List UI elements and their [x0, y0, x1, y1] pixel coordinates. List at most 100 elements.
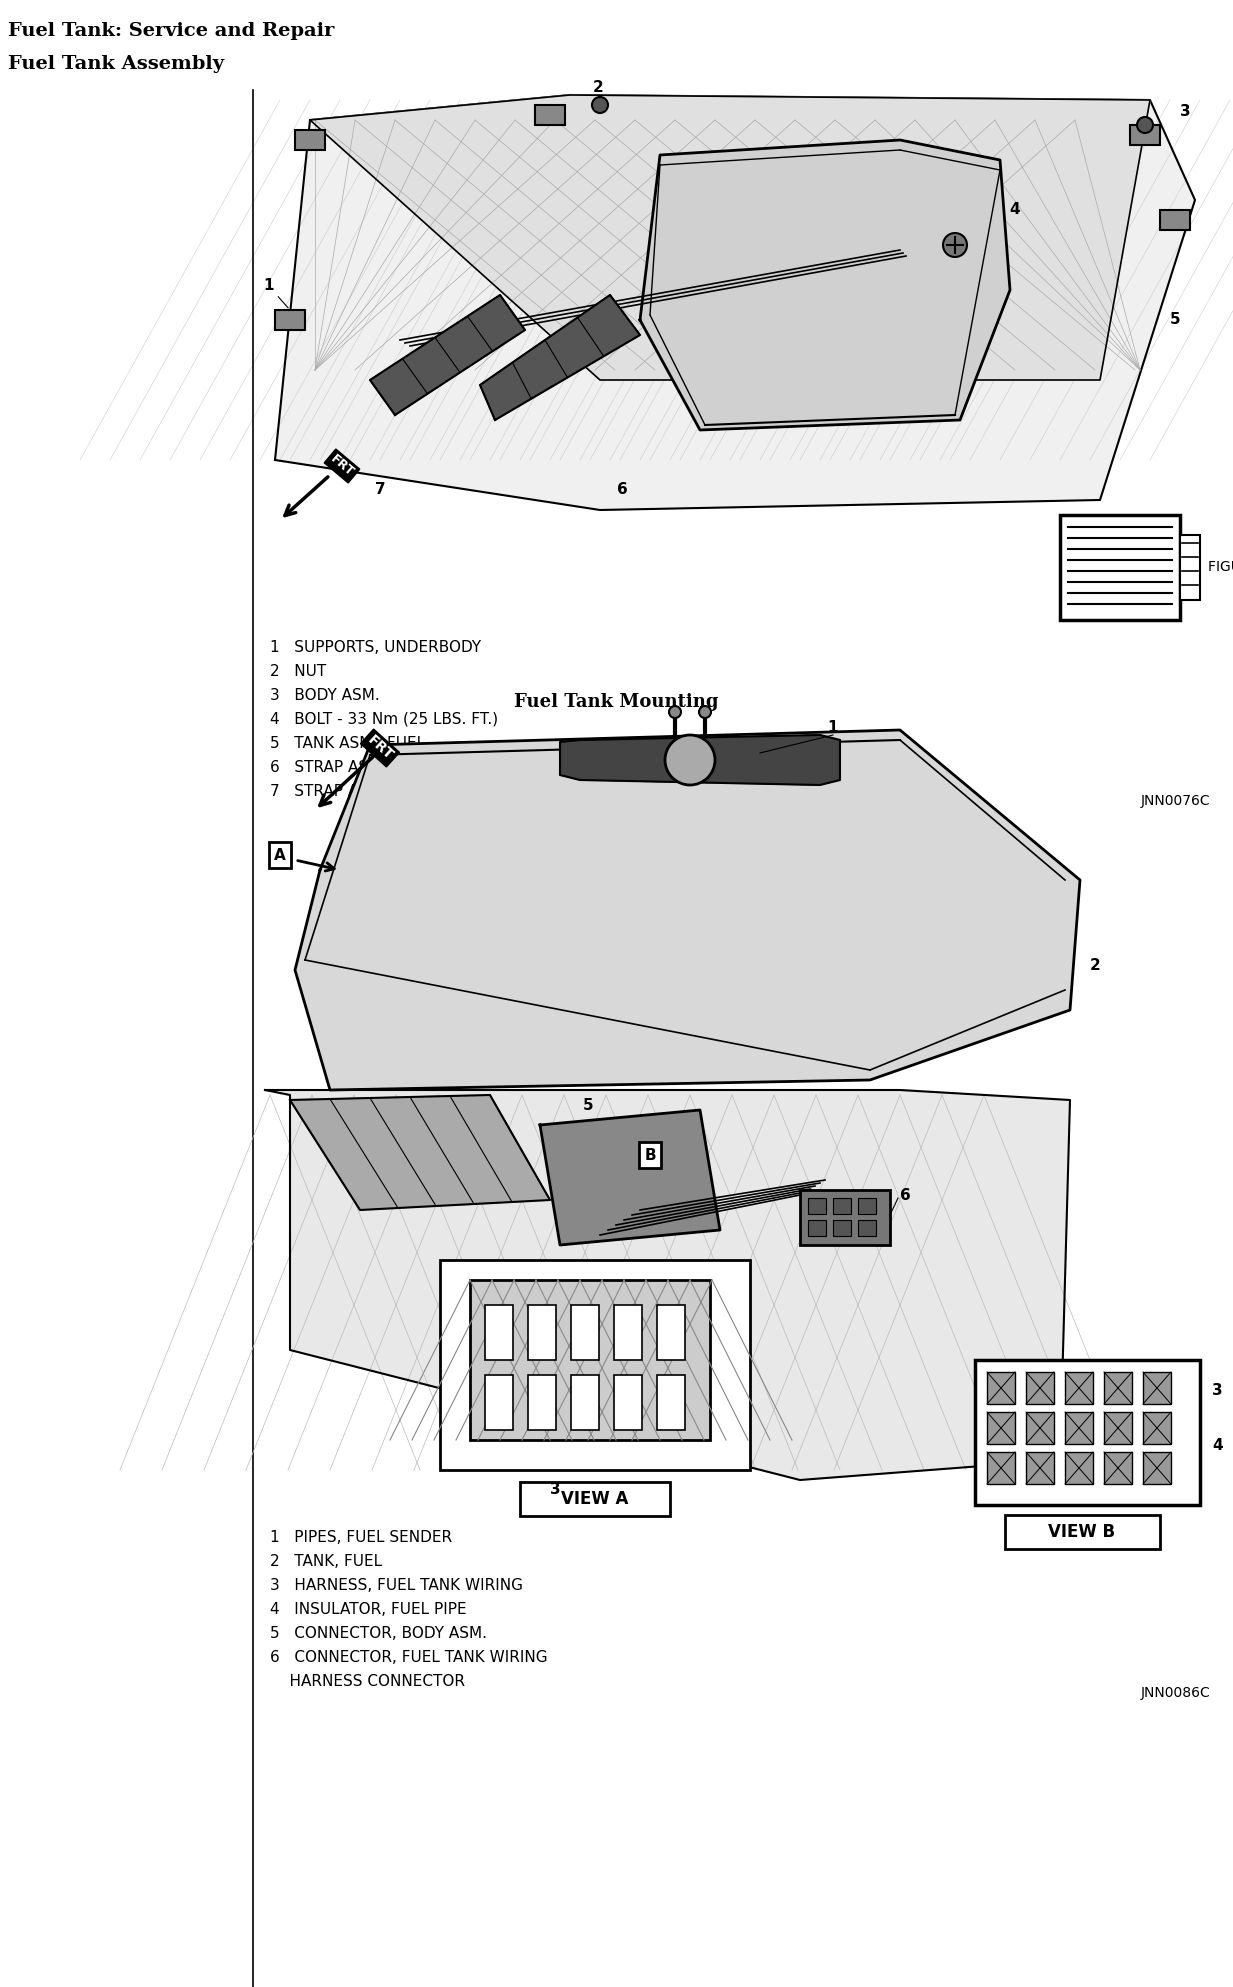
Bar — [1129, 125, 1160, 145]
Text: FRT: FRT — [328, 453, 356, 479]
Text: 3: 3 — [1180, 105, 1190, 119]
Bar — [834, 1198, 851, 1214]
Text: 4: 4 — [1010, 203, 1021, 217]
Text: A: A — [274, 848, 286, 862]
Polygon shape — [290, 1095, 550, 1210]
Bar — [986, 1452, 1015, 1484]
Text: FIGURE 1: FIGURE 1 — [1208, 560, 1233, 574]
Bar — [1104, 1413, 1132, 1445]
Bar — [657, 1375, 686, 1431]
Text: 3   BODY ASM.: 3 BODY ASM. — [270, 688, 380, 703]
Text: 6: 6 — [616, 483, 628, 497]
Bar — [1060, 515, 1180, 620]
Text: 4: 4 — [1212, 1439, 1223, 1452]
Polygon shape — [640, 139, 1010, 429]
Bar — [1143, 1413, 1171, 1445]
Text: 6   CONNECTOR, FUEL TANK WIRING: 6 CONNECTOR, FUEL TANK WIRING — [270, 1649, 547, 1665]
Bar — [295, 129, 326, 149]
Text: Fuel Tank Mounting: Fuel Tank Mounting — [514, 693, 719, 711]
Text: Fuel Tank: Service and Repair: Fuel Tank: Service and Repair — [7, 22, 334, 40]
Text: 1   PIPES, FUEL SENDER: 1 PIPES, FUEL SENDER — [270, 1530, 453, 1546]
Text: FRT: FRT — [365, 733, 396, 763]
Bar — [1160, 211, 1190, 230]
Polygon shape — [275, 95, 1195, 511]
Bar — [528, 1305, 556, 1359]
Bar — [1026, 1452, 1054, 1484]
Text: 1: 1 — [827, 721, 838, 735]
Bar — [858, 1220, 875, 1236]
Text: 3: 3 — [550, 1482, 560, 1498]
Circle shape — [665, 735, 715, 785]
Bar — [275, 310, 305, 330]
Text: 2: 2 — [1090, 958, 1100, 972]
Bar — [800, 1190, 890, 1246]
Bar — [1104, 1452, 1132, 1484]
Polygon shape — [560, 735, 840, 785]
Bar — [1180, 535, 1200, 600]
Text: VIEW A: VIEW A — [561, 1490, 629, 1508]
Text: 1   SUPPORTS, UNDERBODY: 1 SUPPORTS, UNDERBODY — [270, 640, 481, 656]
Bar — [1065, 1452, 1092, 1484]
Text: 4   BOLT - 33 Nm (25 LBS. FT.): 4 BOLT - 33 Nm (25 LBS. FT.) — [270, 711, 498, 727]
Bar — [571, 1375, 599, 1431]
Text: 2   NUT: 2 NUT — [270, 664, 327, 680]
Circle shape — [670, 705, 681, 717]
Text: 4   INSULATOR, FUEL PIPE: 4 INSULATOR, FUEL PIPE — [270, 1602, 466, 1617]
Text: 5   CONNECTOR, BODY ASM.: 5 CONNECTOR, BODY ASM. — [270, 1625, 487, 1641]
Bar — [470, 1280, 710, 1441]
Text: HARNESS CONNECTOR: HARNESS CONNECTOR — [270, 1673, 465, 1689]
Text: 6: 6 — [900, 1188, 910, 1202]
Circle shape — [943, 232, 967, 256]
Text: 2   TANK, FUEL: 2 TANK, FUEL — [270, 1554, 382, 1570]
Bar — [571, 1305, 599, 1359]
Bar — [485, 1375, 513, 1431]
Bar — [808, 1220, 826, 1236]
Text: 7   STRAP ASM., RIGHT: 7 STRAP ASM., RIGHT — [270, 785, 444, 799]
Bar — [1143, 1371, 1171, 1405]
Bar — [1104, 1371, 1132, 1405]
Bar — [1143, 1452, 1171, 1484]
Circle shape — [699, 705, 711, 717]
Bar — [1026, 1371, 1054, 1405]
Polygon shape — [309, 95, 1150, 380]
Bar — [614, 1375, 642, 1431]
Circle shape — [592, 97, 608, 113]
Bar — [520, 1482, 670, 1516]
Polygon shape — [370, 294, 525, 415]
Bar — [1005, 1514, 1160, 1550]
Text: 5: 5 — [583, 1097, 593, 1113]
Polygon shape — [295, 729, 1080, 1091]
Bar — [986, 1371, 1015, 1405]
Text: 6   STRAP ASM., LEFT: 6 STRAP ASM., LEFT — [270, 759, 432, 775]
Bar — [440, 1260, 750, 1470]
Text: 3   HARNESS, FUEL TANK WIRING: 3 HARNESS, FUEL TANK WIRING — [270, 1578, 523, 1594]
Bar — [1026, 1413, 1054, 1445]
Text: Fuel Tank Assembly: Fuel Tank Assembly — [7, 56, 224, 74]
Text: 5   TANK ASM., FUEL: 5 TANK ASM., FUEL — [270, 735, 425, 751]
Bar — [485, 1305, 513, 1359]
Text: 7: 7 — [375, 483, 385, 497]
Polygon shape — [480, 294, 640, 419]
Text: 3: 3 — [1212, 1383, 1223, 1399]
Bar — [975, 1359, 1200, 1504]
Text: VIEW B: VIEW B — [1048, 1522, 1116, 1542]
Text: 5: 5 — [1170, 312, 1180, 328]
Text: 1: 1 — [263, 278, 289, 308]
Bar — [808, 1198, 826, 1214]
Bar — [858, 1198, 875, 1214]
Bar — [614, 1305, 642, 1359]
Bar — [834, 1220, 851, 1236]
Bar — [1065, 1413, 1092, 1445]
Text: B: B — [644, 1148, 656, 1162]
Bar — [986, 1413, 1015, 1445]
Bar — [528, 1375, 556, 1431]
Text: JNN0086C: JNN0086C — [1141, 1687, 1210, 1701]
Bar — [657, 1305, 686, 1359]
Polygon shape — [540, 1111, 720, 1246]
Text: 2: 2 — [593, 81, 603, 95]
Text: JNN0076C: JNN0076C — [1141, 795, 1210, 809]
Bar — [1065, 1371, 1092, 1405]
Circle shape — [1137, 117, 1153, 133]
Bar — [535, 105, 565, 125]
Polygon shape — [265, 1091, 1070, 1480]
